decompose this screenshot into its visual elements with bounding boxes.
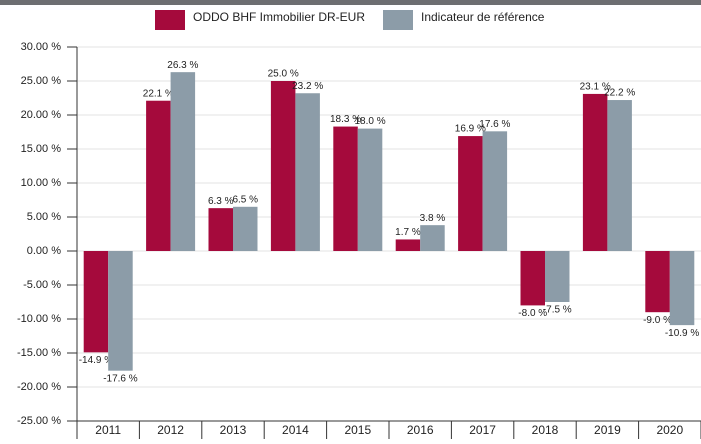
x-tick-label: 2016 [407, 423, 434, 437]
data-label: 26.3 % [167, 60, 198, 71]
x-tick-label: 2011 [95, 423, 121, 437]
bar [295, 93, 320, 252]
bar [108, 251, 133, 371]
x-tick-label: 2013 [220, 423, 247, 437]
data-label: -17.6 % [103, 373, 138, 384]
data-label: 23.1 % [580, 82, 611, 93]
data-label: 23.2 % [292, 81, 323, 92]
data-label: -9.0 % [643, 315, 672, 326]
x-tick-label: 2015 [344, 423, 371, 437]
data-label: -14.9 % [79, 355, 114, 366]
bar [270, 81, 296, 251]
y-tick-label: -25.00 % [17, 415, 61, 427]
top-strip [0, 0, 701, 5]
legend-swatch [383, 10, 413, 30]
bar [146, 100, 171, 251]
bar [83, 251, 109, 353]
data-label: -8.0 % [518, 308, 547, 319]
data-label: -10.9 % [665, 328, 700, 339]
y-tick-label: 0.00 % [27, 245, 61, 257]
bar [357, 128, 383, 251]
data-label: 18.3 % [330, 114, 361, 125]
y-tick-label: -10.00 % [17, 313, 61, 325]
data-label: 25.0 % [268, 69, 299, 80]
y-tick-label: -5.00 % [23, 279, 61, 291]
bar [420, 225, 445, 251]
data-label: 17.6 % [479, 119, 510, 130]
x-tick-label: 2019 [594, 423, 621, 437]
data-label: 1.7 % [395, 227, 421, 238]
data-label: -7.5 % [543, 305, 572, 316]
legend-label: Indicateur de référence [421, 10, 545, 24]
y-tick-label: 25.00 % [21, 75, 62, 87]
data-label: 18.0 % [354, 116, 385, 127]
bar [669, 251, 695, 326]
bar [395, 239, 421, 251]
bar [333, 126, 358, 251]
bar [645, 251, 670, 313]
bar [582, 93, 608, 251]
data-label: 22.1 % [143, 88, 174, 99]
y-tick-label: 15.00 % [21, 143, 62, 155]
bar [233, 206, 258, 251]
y-tick-label: 5.00 % [27, 211, 61, 223]
data-label: 6.5 % [232, 194, 258, 205]
x-tick-label: 2012 [157, 423, 184, 437]
y-tick-label: 20.00 % [21, 109, 62, 121]
bar [607, 100, 632, 251]
x-tick-label: 2014 [282, 423, 309, 437]
data-label: 3.8 % [420, 213, 446, 224]
y-tick-label: -15.00 % [17, 347, 61, 359]
y-tick-label: 30.00 % [21, 41, 62, 53]
y-tick-label: 10.00 % [21, 177, 62, 189]
data-label: 22.2 % [604, 88, 635, 99]
bar [170, 72, 196, 251]
bar [545, 251, 570, 302]
x-tick-label: 2018 [532, 423, 559, 437]
bar [458, 136, 483, 251]
bar [208, 208, 233, 251]
x-tick-label: 2017 [469, 423, 496, 437]
x-tick-label: 2020 [656, 423, 683, 437]
bar [520, 251, 545, 306]
data-label: 6.3 % [208, 196, 234, 207]
y-tick-label: -20.00 % [17, 381, 61, 393]
legend-label: ODDO BHF Immobilier DR-EUR [193, 10, 365, 24]
legend-swatch [155, 10, 185, 30]
data-label: 16.9 % [455, 124, 486, 135]
bar [482, 131, 508, 251]
